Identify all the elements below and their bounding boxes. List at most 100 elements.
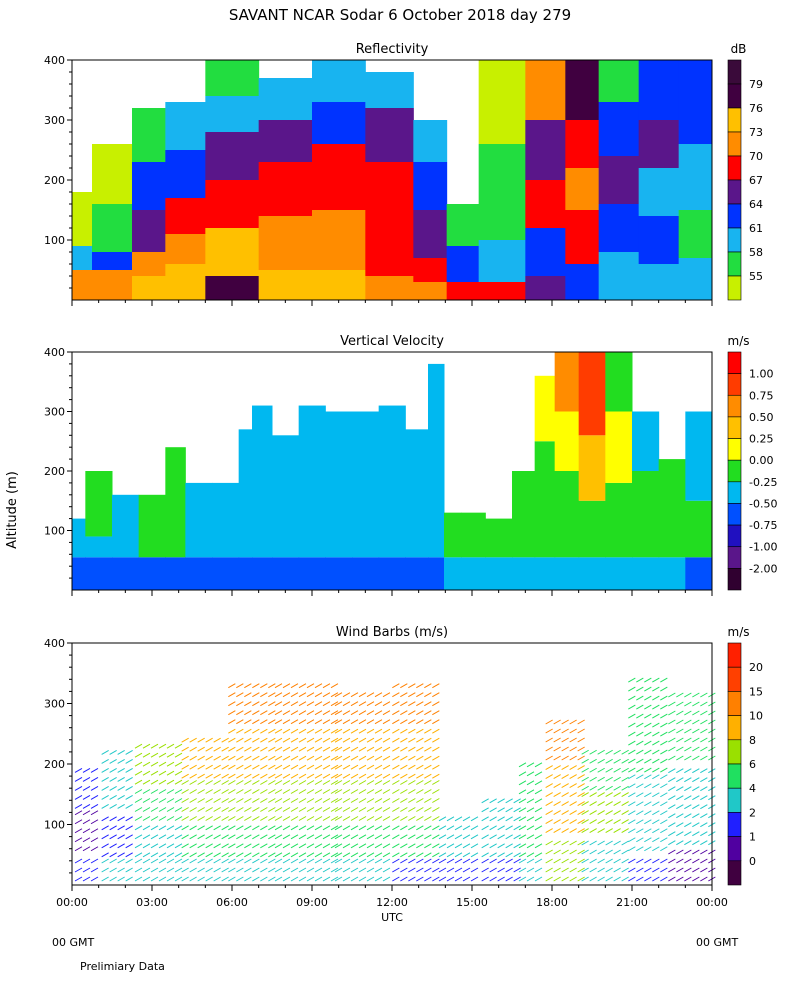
wind-barb bbox=[244, 683, 252, 689]
wind-barb bbox=[350, 780, 359, 785]
wind-barb bbox=[213, 843, 221, 849]
wind-barb bbox=[109, 825, 117, 831]
wind-barb bbox=[382, 807, 391, 812]
footer-left-gmt: 00 GMT bbox=[52, 936, 95, 949]
wind-barb bbox=[470, 843, 479, 849]
x-tick-label: 09:00 bbox=[296, 896, 328, 909]
wind-barb bbox=[366, 692, 375, 698]
wind-barb bbox=[150, 770, 159, 776]
wind-barb bbox=[374, 701, 383, 707]
wind-barb bbox=[252, 876, 260, 882]
wind-barb bbox=[505, 816, 513, 822]
wind-barb bbox=[408, 798, 416, 803]
wind-barb bbox=[408, 728, 416, 734]
wind-barb bbox=[314, 789, 323, 794]
wind-barb bbox=[334, 858, 343, 864]
wind-barb bbox=[134, 876, 143, 882]
wind-barb bbox=[382, 780, 391, 785]
field-cell bbox=[165, 234, 206, 264]
wind-barb bbox=[330, 719, 339, 725]
wind-barb bbox=[545, 783, 553, 789]
wind-barb bbox=[166, 807, 175, 812]
wind-barb bbox=[621, 810, 629, 816]
wind-barb bbox=[189, 852, 197, 858]
wind-barb bbox=[228, 755, 236, 761]
wind-barb bbox=[416, 692, 424, 698]
wind-barb bbox=[236, 789, 244, 794]
wind-barb bbox=[260, 692, 268, 698]
wind-barb bbox=[644, 767, 652, 773]
wind-barb bbox=[274, 852, 283, 858]
wind-barb bbox=[569, 867, 577, 873]
field-cell bbox=[605, 352, 633, 412]
wind-barb bbox=[700, 701, 708, 707]
wind-barb bbox=[438, 834, 447, 840]
wind-barb bbox=[134, 834, 143, 840]
wind-barb bbox=[260, 737, 268, 743]
wind-barb bbox=[197, 825, 205, 831]
field-cell bbox=[72, 518, 86, 558]
field-cell bbox=[365, 162, 414, 240]
wind-barb bbox=[342, 719, 351, 725]
wind-barb bbox=[676, 755, 684, 761]
wind-barb bbox=[290, 683, 299, 689]
wind-barb bbox=[408, 789, 416, 794]
wind-barb bbox=[150, 876, 159, 882]
wind-barb bbox=[597, 758, 605, 764]
wind-barb bbox=[150, 752, 159, 758]
wind-barb bbox=[644, 846, 652, 852]
wind-barb bbox=[268, 755, 276, 761]
wind-barb bbox=[613, 776, 621, 782]
wind-barb bbox=[322, 789, 331, 794]
wind-barb bbox=[298, 852, 307, 858]
wind-barb bbox=[432, 764, 440, 770]
wind-barb bbox=[260, 867, 268, 873]
wind-barb bbox=[684, 804, 692, 810]
wind-barb bbox=[109, 758, 117, 764]
field-cell bbox=[554, 557, 580, 590]
wind-barb bbox=[424, 834, 432, 840]
wind-barb bbox=[676, 737, 684, 743]
wind-barb bbox=[342, 876, 351, 882]
wind-barb bbox=[298, 746, 307, 752]
wind-barb bbox=[505, 807, 513, 813]
wind-barb bbox=[644, 749, 652, 755]
wind-barb bbox=[322, 746, 331, 752]
wind-barb bbox=[350, 834, 359, 840]
wind-barb bbox=[628, 767, 636, 773]
colorbar-swatch bbox=[727, 812, 742, 837]
wind-barb bbox=[330, 816, 339, 821]
wind-barb bbox=[268, 683, 276, 689]
wind-barb bbox=[518, 876, 527, 882]
wind-barb bbox=[454, 867, 463, 873]
wind-barb bbox=[174, 789, 183, 794]
wind-barb bbox=[298, 825, 307, 831]
wind-barb bbox=[545, 755, 553, 761]
wind-barb bbox=[518, 798, 527, 804]
wind-barb bbox=[158, 843, 167, 849]
field-cell bbox=[352, 411, 380, 558]
wind-barb bbox=[330, 858, 339, 864]
wind-barb bbox=[117, 834, 125, 840]
field-cell bbox=[578, 500, 606, 558]
field-cell bbox=[312, 210, 366, 270]
wind-barb bbox=[174, 852, 183, 858]
wind-barb bbox=[497, 825, 505, 831]
wind-barb bbox=[125, 867, 133, 873]
wind-barb bbox=[684, 813, 692, 819]
wind-barb bbox=[589, 785, 597, 791]
wind-barb bbox=[432, 773, 440, 779]
wind-barb bbox=[268, 764, 276, 770]
wind-barb bbox=[660, 731, 668, 737]
wind-barb bbox=[644, 686, 652, 692]
wind-barb bbox=[424, 746, 432, 752]
wind-barb bbox=[692, 777, 700, 783]
wind-barb bbox=[668, 777, 676, 783]
wind-barb bbox=[505, 867, 513, 873]
wind-barb bbox=[134, 743, 143, 749]
wind-barb bbox=[569, 719, 577, 725]
wind-barb bbox=[644, 713, 652, 719]
y-tick-label: 300 bbox=[44, 406, 65, 419]
wind-barb bbox=[432, 746, 440, 752]
colorbar-swatch bbox=[727, 691, 742, 716]
